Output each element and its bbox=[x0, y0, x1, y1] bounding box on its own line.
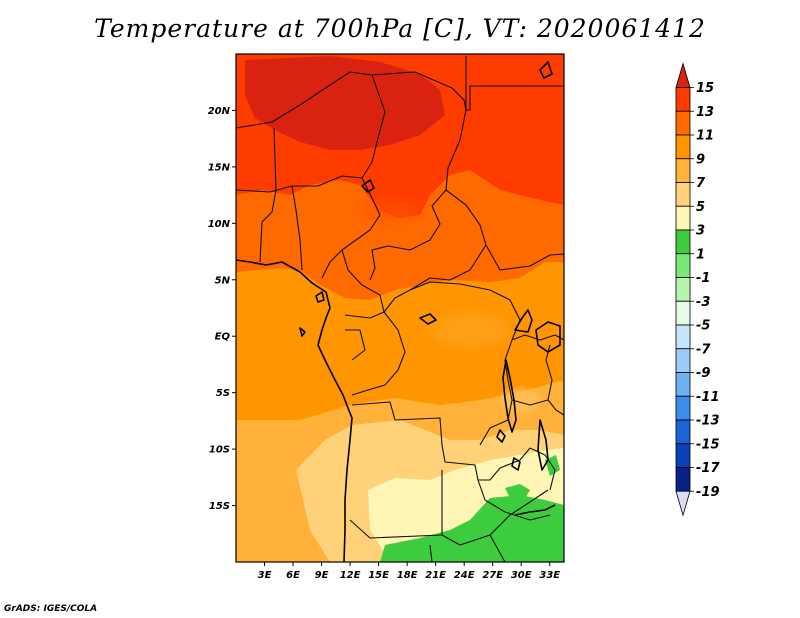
coastline bbox=[236, 259, 353, 562]
lat-tick-label: 15S bbox=[209, 501, 230, 512]
colorbar-label: 9 bbox=[696, 152, 705, 167]
lon-tick-label: 33E bbox=[539, 570, 560, 581]
colorbar-bin bbox=[675, 182, 691, 207]
colorbar-bin bbox=[675, 158, 691, 183]
colorbar-bin bbox=[675, 229, 691, 255]
colorbar-label: 1 bbox=[696, 247, 705, 262]
colorbar-bottom-triangle bbox=[675, 490, 691, 517]
lat-tick-label: 20N bbox=[208, 106, 231, 117]
colorbar-label: 11 bbox=[696, 129, 714, 144]
colorbar-label: 13 bbox=[696, 105, 714, 120]
colorbar-bin bbox=[675, 348, 691, 373]
colorbar-bin bbox=[675, 87, 691, 112]
latitude-axis: 20N 15N 10N 5N EQ 5S 10S 15S bbox=[208, 106, 236, 512]
colorbar-label: 5 bbox=[696, 200, 705, 215]
colorbar-label: -13 bbox=[696, 414, 720, 429]
colorbar-label: -3 bbox=[696, 295, 710, 310]
colorbar-label: -5 bbox=[696, 319, 710, 334]
longitude-axis: 3E 6E 9E 12E 15E 18E 21E 24E 27E 30E 33E bbox=[258, 562, 560, 581]
colorbar-bin bbox=[675, 300, 691, 326]
lat-tick-label: 5S bbox=[216, 388, 230, 399]
colorbar-bin bbox=[675, 205, 691, 231]
lake-albert bbox=[514, 309, 533, 333]
lon-tick-label: 9E bbox=[315, 570, 329, 581]
credit-text: GrADS: IGES/COLA bbox=[4, 604, 98, 614]
lon-tick-label: 30E bbox=[511, 570, 532, 581]
lon-tick-label: 24E bbox=[454, 570, 475, 581]
colorbar: 15 13 11 9 7 5 3 1 -1 -3 -5 -7 -9 -11 -13 -15 -17 -19 bbox=[675, 62, 720, 517]
map-title: Temperature at 700hPa [C], VT: 202006141… bbox=[94, 14, 706, 43]
colorbar-bin bbox=[675, 443, 691, 468]
colorbar-label: -7 bbox=[696, 342, 711, 357]
lon-tick-label: 3E bbox=[258, 570, 272, 581]
colorbar-label: 7 bbox=[696, 176, 706, 191]
lon-tick-label: 6E bbox=[286, 570, 300, 581]
colorbar-bin bbox=[675, 395, 691, 421]
colorbar-label: -9 bbox=[696, 366, 710, 381]
lon-tick-label: 18E bbox=[397, 570, 418, 581]
colorbar-bin bbox=[675, 110, 691, 136]
colorbar-top-triangle bbox=[675, 62, 691, 88]
field-1-3 bbox=[380, 495, 564, 562]
field-gt15 bbox=[245, 56, 445, 150]
lon-tick-label: 15E bbox=[368, 570, 389, 581]
colorbar-bin bbox=[675, 324, 691, 350]
colorbar-label: 15 bbox=[696, 81, 714, 96]
colorbar-bin bbox=[675, 277, 691, 302]
lon-tick-label: 12E bbox=[340, 570, 361, 581]
lake-malawi bbox=[537, 419, 549, 471]
colorbar-bin bbox=[675, 419, 691, 445]
colorbar-label: -19 bbox=[696, 485, 720, 500]
lat-tick-label: 10S bbox=[209, 445, 230, 456]
lon-tick-label: 21E bbox=[425, 570, 446, 581]
colorbar-label: -17 bbox=[696, 461, 720, 476]
lake-tanganyika bbox=[502, 359, 517, 433]
colorbar-bin bbox=[675, 467, 691, 492]
colorbar-bin bbox=[675, 253, 691, 278]
lat-tick-label: 5N bbox=[215, 275, 231, 286]
lat-tick-label: EQ bbox=[215, 332, 231, 343]
lat-tick-label: 15N bbox=[208, 162, 231, 173]
borders bbox=[236, 56, 564, 562]
lake-victoria bbox=[535, 321, 561, 353]
lon-tick-label: 27E bbox=[482, 570, 503, 581]
map-frame bbox=[235, 53, 565, 563]
colorbar-label: -1 bbox=[696, 271, 710, 286]
colorbar-bin bbox=[675, 372, 691, 397]
colorbar-label: 3 bbox=[696, 224, 705, 239]
temperature-field bbox=[236, 54, 564, 562]
colorbar-label: -11 bbox=[696, 390, 720, 405]
lat-tick-label: 10N bbox=[208, 219, 231, 230]
colorbar-bin bbox=[675, 134, 691, 160]
colorbar-label: -15 bbox=[696, 437, 720, 452]
